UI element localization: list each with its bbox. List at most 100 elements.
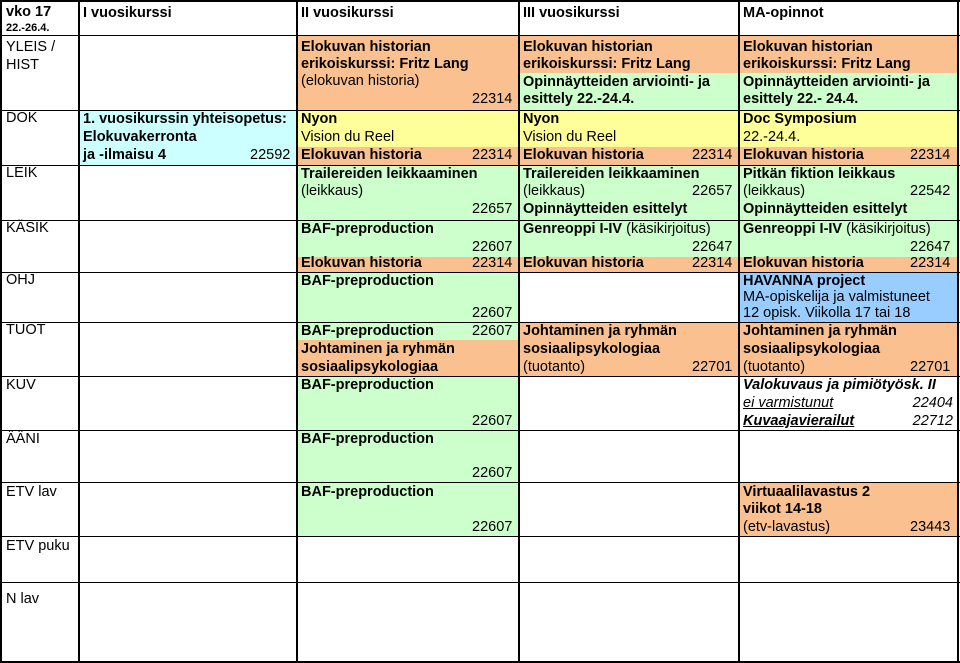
- col2-tuot-line3: sosiaalipsykologiaa: [301, 359, 439, 375]
- cell-col4-dok: [740, 110, 957, 147]
- col2-dok-hist-code: 22314: [472, 147, 513, 163]
- col4-kasik-title: Genreoppi I-IV: [743, 221, 843, 237]
- col3-kasik-line1: Genreoppi I-IV (käsikirjoitus): [523, 221, 711, 238]
- header-col3: III vuosikurssi: [523, 5, 620, 21]
- col4-tuot-line3: (tuotanto): [743, 359, 806, 375]
- col4-kasik-hist: Elokuvan historia: [743, 255, 864, 271]
- cell-col2-leik: [298, 165, 518, 220]
- col3-tuot-line1: Johtaminen ja ryhmän: [523, 323, 677, 339]
- col2-dok-nyon: Nyon: [301, 111, 338, 127]
- cell-col1-dok: [80, 110, 298, 165]
- col4-leik-line1: Pitkän fiktion leikkaus: [743, 166, 896, 182]
- header-col1: I vuosikurssi: [83, 5, 172, 21]
- row-label-ohj: OHJ: [6, 272, 35, 288]
- col4-kuv-line2: ei varmistunut: [743, 395, 834, 411]
- week-label: vko 17: [6, 4, 52, 20]
- col2-etv-baf: BAF-preproduction: [301, 484, 434, 500]
- cell-col2-kasik: [298, 220, 518, 257]
- col4-hist-line4: esittely 22.- 24.4.: [743, 91, 859, 107]
- row-label-aani: ÄÄNI: [6, 431, 40, 447]
- col4-dok-line1: Doc Symposium: [743, 111, 857, 127]
- col2-hist-line3: (elokuvan historia): [301, 73, 420, 89]
- col3-hist-line2: erikoiskurssi: Fritz Lang: [523, 56, 691, 72]
- col2-tuot-line2: Johtaminen ja ryhmän: [301, 341, 455, 357]
- col2-hist-line1: Elokuvan historian: [301, 39, 431, 55]
- col4-kuv-line1: Valokuvaus ja pimiötyösk. II: [743, 377, 936, 393]
- cell-col2-dok-hist: [298, 147, 518, 165]
- cell-col4-kasik-hist: [740, 257, 957, 272]
- cell-col3-kasik-hist: [520, 257, 738, 272]
- header-col4: MA-opinnot: [743, 5, 824, 21]
- col4-leik-line3: Opinnäytteiden esittelyt: [743, 201, 908, 217]
- col2-dok-hist: Elokuvan historia: [301, 147, 422, 163]
- col4-kasik-hist-code: 22314: [910, 255, 951, 271]
- col3-leik-line2: (leikkaus): [523, 183, 586, 199]
- col3-dok-hist: Elokuvan historia: [523, 147, 644, 163]
- col4-etv-code: 23443: [910, 519, 951, 535]
- col1-dok-line3: ja -ilmaisu 4: [83, 147, 167, 163]
- cell-col4-tuot: [740, 322, 957, 376]
- col2-tuot-code: 22607: [472, 323, 513, 339]
- col2-leik-line1: Trailereiden leikkaaminen: [301, 166, 478, 182]
- col4-kuv-line2-code: 22404: [912, 395, 953, 411]
- col3-dok-reel: Vision du Reel: [523, 129, 617, 145]
- col2-hist-code: 22314: [472, 91, 513, 107]
- col2-ohj-code: 22607: [472, 305, 513, 321]
- col4-ohj-line1: HAVANNA project: [743, 273, 866, 289]
- cell-col3-tuot: [520, 322, 738, 376]
- row-label-hist: HIST: [6, 57, 40, 73]
- col4-hist-line2: erikoiskurssi: Fritz Lang: [743, 56, 911, 72]
- col2-ohj-baf: BAF-preproduction: [301, 273, 434, 289]
- row-label-etv-puku: ETV puku: [6, 538, 70, 554]
- cell-col4-dok-hist: [740, 147, 957, 165]
- col3-dok-hist-code: 22314: [692, 147, 733, 163]
- col4-kuv-line3: Kuvaajavierailut: [743, 413, 855, 429]
- col3-leik-line3: Opinnäytteiden esittelyt: [523, 201, 688, 217]
- col4-kuv-line3-row: Kuvaajavierailut 22712: [743, 413, 953, 430]
- col3-hist-line3: Opinnäytteiden arviointi- ja: [523, 74, 710, 90]
- row-label-n-lav: N lav: [6, 591, 40, 607]
- col4-dok-hist-code: 22314: [910, 147, 951, 163]
- col2-aani-baf: BAF-preproduction: [301, 431, 434, 447]
- cell-col4-leik: [740, 165, 957, 220]
- row-label-etv-lav: ETV lav: [6, 484, 57, 500]
- cell-col3-kasik: [520, 220, 738, 257]
- row-label-kasik: KÄSIK: [6, 220, 49, 236]
- col3-tuot-line3: (tuotanto): [523, 359, 586, 375]
- cell-col3-hist: [520, 36, 738, 73]
- col4-etv-line1: Virtuaalilavastus 2: [743, 484, 871, 500]
- col3-dok-nyon: Nyon: [523, 111, 560, 127]
- col2-hist-line2: erikoiskurssi: Fritz Lang: [301, 56, 469, 72]
- col4-dok-line2: 22.-24.4.: [743, 129, 801, 145]
- header-col2: II vuosikurssi: [301, 5, 394, 21]
- col2-kuv-code: 22607: [472, 413, 513, 429]
- cell-col2-aani: [298, 430, 518, 482]
- col2-kasik-baf: BAF-preproduction: [301, 221, 434, 237]
- col3-kasik-title: Genreoppi I-IV: [523, 221, 623, 237]
- col1-dok-line2: Elokuvakerronta: [83, 129, 197, 145]
- cell-col2-hist: [298, 36, 518, 110]
- col3-kasik-sub: (käsikirjoitus): [626, 221, 711, 237]
- col3-hist-line1: Elokuvan historian: [523, 39, 653, 55]
- col4-tuot-line1: Johtaminen ja ryhmän: [743, 323, 897, 339]
- col3-leik-code: 22657: [692, 183, 733, 199]
- col4-kasik-line1: Genreoppi I-IV (käsikirjoitus): [743, 221, 931, 238]
- col4-ohj-line2: MA-opiskelija ja valmistuneet: [743, 289, 930, 305]
- col2-dok-reel: Vision du Reel: [301, 129, 395, 145]
- col4-kuv-line2-row: ei varmistunut 22404: [743, 395, 953, 412]
- col2-kasik-code: 22607: [472, 239, 513, 255]
- week-dates: 22.-26.4.: [6, 22, 50, 34]
- col4-hist-line1: Elokuvan historian: [743, 39, 873, 55]
- col3-leik-line1: Trailereiden leikkaaminen: [523, 166, 700, 182]
- cell-col2-tuot: [298, 322, 518, 340]
- col4-dok-hist: Elokuvan historia: [743, 147, 864, 163]
- col4-etv-line2: viikot 14-18: [743, 501, 822, 517]
- col4-tuot-line2: sosiaalipsykologiaa: [743, 341, 881, 357]
- col2-kuv-baf: BAF-preproduction: [301, 377, 434, 393]
- cell-col4-hist-arviointi: [740, 73, 957, 110]
- col2-leik-line2: (leikkaus): [301, 183, 364, 199]
- col4-hist-line3: Opinnäytteiden arviointi- ja: [743, 74, 930, 90]
- col4-leik-code: 22542: [910, 183, 951, 199]
- row-label-kuv: KUV: [6, 377, 36, 393]
- col4-ohj-line3: 12 opisk. Viikolla 17 tai 18: [743, 305, 911, 321]
